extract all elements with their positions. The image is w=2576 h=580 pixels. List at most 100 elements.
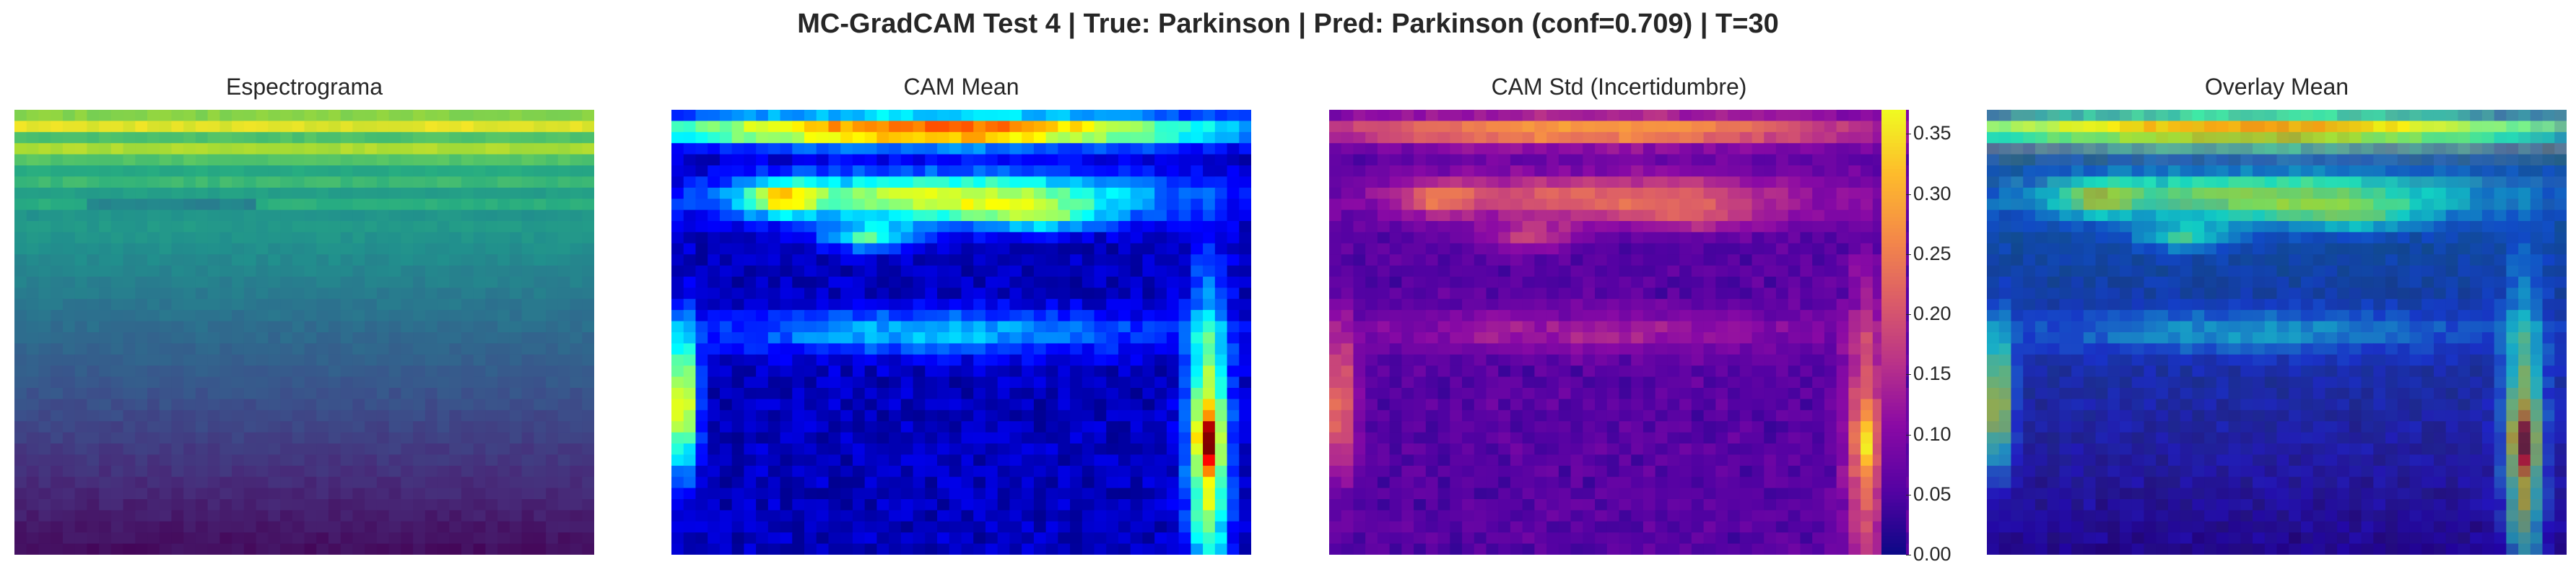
cam-mean-cell xyxy=(719,232,733,244)
spectrogram-cell xyxy=(304,410,317,422)
spectrogram-cell xyxy=(123,199,136,211)
cam-std-cell xyxy=(1836,365,1849,378)
cam-std-cell xyxy=(1583,165,1596,177)
cam-std-cell xyxy=(1775,321,1789,333)
cam-mean-cell xyxy=(1191,265,1204,277)
cam-std-cell xyxy=(1462,332,1475,344)
cam-std-cell xyxy=(1414,199,1427,211)
spectrogram-cell xyxy=(207,543,220,555)
cam-mean-cell xyxy=(925,376,938,389)
cam-std-cell xyxy=(1788,365,1801,378)
cam-std-cell xyxy=(1486,298,1499,311)
cam-mean-cell xyxy=(683,187,697,199)
spectrogram-cell xyxy=(425,154,438,166)
spectrogram-cell xyxy=(316,187,329,199)
spectrogram-cell xyxy=(304,521,317,533)
cam-mean-cell xyxy=(1214,388,1228,399)
spectrogram-cell xyxy=(183,376,196,389)
cam-mean-cell xyxy=(828,265,841,277)
cam-mean-cell xyxy=(1094,521,1107,533)
spectrogram-cell xyxy=(268,199,281,211)
spectrogram-cell xyxy=(413,254,426,267)
cam-std-cell xyxy=(1353,209,1366,222)
cam-std-cell xyxy=(1546,332,1559,344)
cam-std-cell xyxy=(1800,187,1813,199)
cam-mean-cell xyxy=(913,254,926,267)
cam-std-cell xyxy=(1401,332,1414,344)
cam-mean-cell xyxy=(744,243,757,255)
spectrogram-cell xyxy=(183,110,196,121)
spectrogram-cell xyxy=(485,432,498,444)
spectrogram-cell xyxy=(521,443,534,455)
cam-mean-cell xyxy=(889,131,902,144)
cam-mean-cell xyxy=(731,432,744,444)
cam-std-cell xyxy=(1450,154,1463,166)
cam-mean-cell xyxy=(876,399,889,411)
cam-std-cell xyxy=(1848,254,1861,267)
cam-std-cell xyxy=(1848,321,1861,333)
spectrogram-cell xyxy=(243,365,257,378)
cam-std-cell xyxy=(1764,321,1777,333)
spectrogram-cell xyxy=(74,143,87,155)
cam-std-cell xyxy=(1534,310,1547,322)
spectrogram-cell xyxy=(87,488,100,500)
spectrogram-cell xyxy=(195,310,209,322)
cam-std-cell xyxy=(1437,187,1450,199)
cam-mean-cell xyxy=(756,510,769,522)
cam-mean-cell xyxy=(997,388,1011,399)
spectrogram-cell xyxy=(413,465,426,477)
spectrogram-cell xyxy=(232,254,245,267)
cam-mean-cell xyxy=(985,443,998,455)
cam-mean-cell xyxy=(792,143,805,155)
cam-mean-cell xyxy=(973,343,986,355)
cam-mean-cell xyxy=(937,499,950,511)
spectrogram-cell xyxy=(159,298,173,311)
cam-mean-cell xyxy=(719,298,733,311)
spectrogram-cell xyxy=(219,465,232,477)
cam-std-cell xyxy=(1595,176,1608,189)
spectrogram-cell xyxy=(328,432,341,444)
cam-mean-cell xyxy=(913,432,926,444)
spectrogram-cell xyxy=(570,454,583,467)
spectrogram-cell xyxy=(99,410,112,422)
cam-std-cell xyxy=(1498,254,1511,267)
spectrogram-cell xyxy=(413,154,426,166)
spectrogram-cell xyxy=(62,388,76,399)
cam-mean-cell xyxy=(744,143,757,155)
cam-mean-cell xyxy=(1106,477,1119,489)
spectrogram-cell xyxy=(582,287,594,300)
spectrogram-cell xyxy=(304,254,317,267)
cam-std-cell xyxy=(1365,209,1378,222)
cam-std-cell xyxy=(1510,287,1523,300)
spectrogram-cell xyxy=(38,176,51,189)
spectrogram-cell xyxy=(51,399,64,411)
cam-mean-cell xyxy=(1191,499,1204,511)
cam-mean-cell xyxy=(1070,443,1083,455)
spectrogram-cell xyxy=(376,199,390,211)
spectrogram-cell xyxy=(243,232,257,244)
spectrogram-cell xyxy=(425,332,438,344)
spectrogram-cell xyxy=(51,499,64,511)
cam-std-cell xyxy=(1534,121,1547,133)
spectrogram-cell xyxy=(292,388,305,399)
cam-mean-cell xyxy=(1239,488,1251,500)
cam-std-cell xyxy=(1570,265,1583,277)
spectrogram-cell xyxy=(461,277,474,288)
cam-mean-cell xyxy=(1203,265,1216,277)
cam-mean-cell xyxy=(1130,488,1144,500)
cam-mean-cell xyxy=(804,332,817,344)
cam-mean-cell xyxy=(937,421,950,433)
cam-std-cell xyxy=(1353,354,1366,366)
cam-mean-cell xyxy=(708,432,721,444)
cam-std-cell xyxy=(1679,321,1692,333)
spectrogram-cell xyxy=(38,410,51,422)
spectrogram-cell xyxy=(388,388,401,399)
spectrogram-cell xyxy=(87,376,100,389)
cam-std-cell xyxy=(1425,154,1439,166)
cam-std-cell xyxy=(1365,265,1378,277)
spectrogram-cell xyxy=(26,532,40,545)
cam-std-cell xyxy=(1752,265,1765,277)
spectrogram-cell xyxy=(147,488,160,500)
cam-std-cell xyxy=(1739,199,1753,211)
cam-std-cell xyxy=(1667,343,1680,355)
